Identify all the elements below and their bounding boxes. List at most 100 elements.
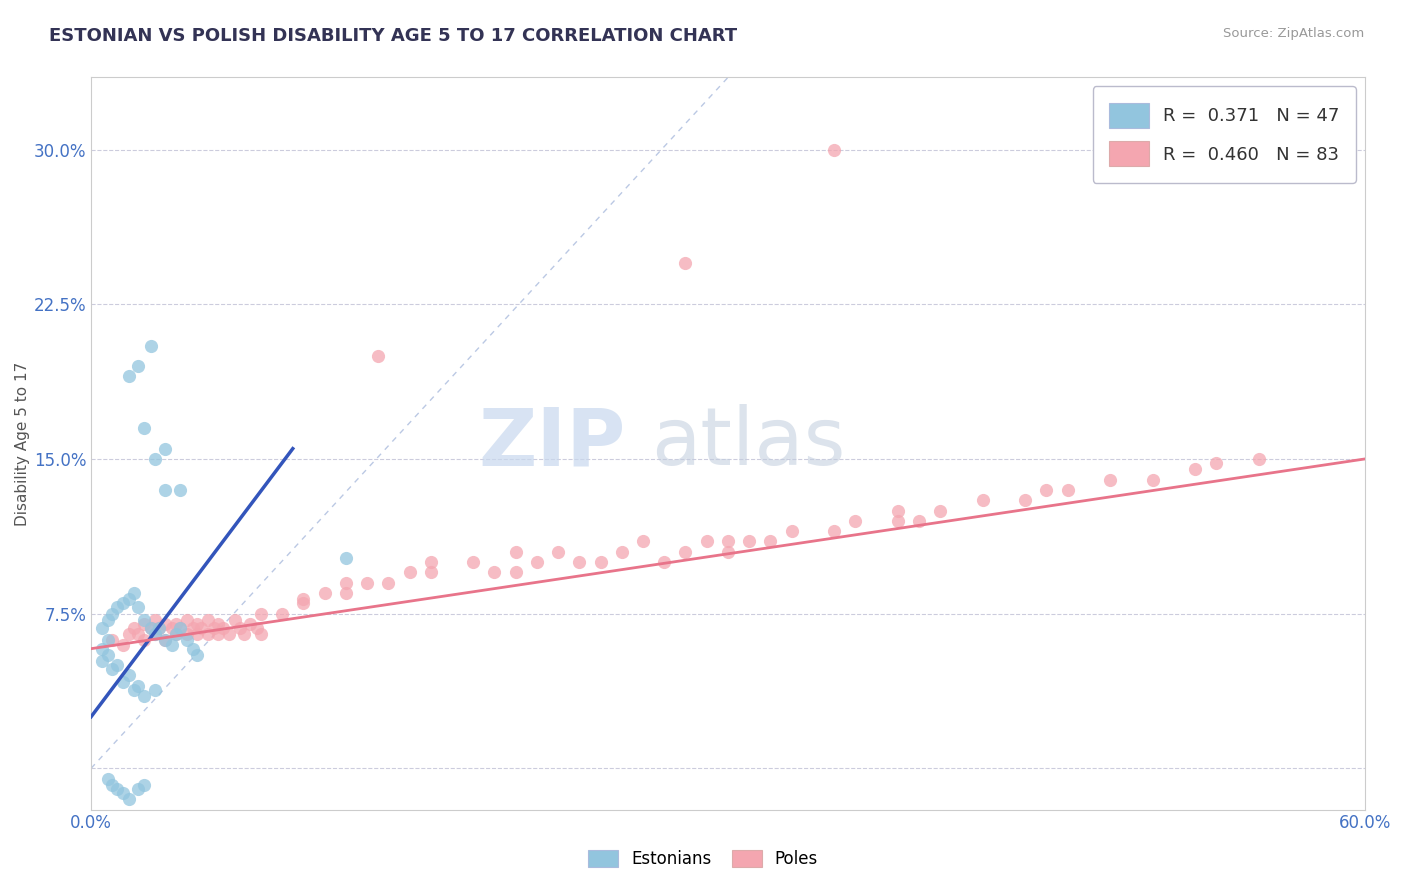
Legend: Estonians, Poles: Estonians, Poles [581, 843, 825, 875]
Point [134, 613, 156, 627]
Point [823, 524, 845, 538]
Point [155, 616, 177, 631]
Point [155, 442, 177, 456]
Point [233, 627, 256, 641]
Point [155, 633, 177, 648]
Point [207, 616, 229, 631]
Point [176, 633, 198, 648]
Point [250, 627, 273, 641]
Point [246, 621, 269, 635]
Point [134, 616, 156, 631]
Point [211, 621, 233, 635]
Point [127, 359, 149, 373]
Point [101, 662, 124, 676]
Point [738, 534, 761, 549]
Point [97, 648, 120, 662]
Point [1014, 493, 1036, 508]
Point [118, 792, 141, 806]
Point [143, 613, 166, 627]
Point [105, 658, 128, 673]
Point [148, 621, 170, 635]
Point [122, 621, 145, 635]
Point [122, 586, 145, 600]
Point [335, 586, 357, 600]
Point [105, 781, 128, 796]
Point [526, 555, 548, 569]
Point [143, 682, 166, 697]
Point [547, 545, 569, 559]
Point [148, 621, 170, 635]
Point [1247, 452, 1270, 467]
Legend: R =  0.371   N = 47, R =  0.460   N = 83: R = 0.371 N = 47, R = 0.460 N = 83 [1092, 87, 1355, 183]
Point [155, 633, 177, 648]
Point [160, 621, 183, 635]
Point [101, 607, 124, 621]
Text: atlas: atlas [651, 404, 846, 483]
Point [190, 621, 212, 635]
Point [111, 638, 134, 652]
Point [197, 627, 219, 641]
Point [610, 545, 633, 559]
Point [505, 566, 527, 580]
Point [250, 607, 273, 621]
Point [207, 627, 229, 641]
Point [652, 555, 675, 569]
Point [631, 534, 654, 549]
Point [484, 566, 506, 580]
Point [197, 613, 219, 627]
Point [90, 654, 112, 668]
Point [134, 633, 156, 648]
Point [759, 534, 782, 549]
Text: Source: ZipAtlas.com: Source: ZipAtlas.com [1223, 27, 1364, 40]
Point [165, 616, 187, 631]
Point [292, 596, 315, 610]
Point [181, 641, 204, 656]
Point [367, 349, 389, 363]
Point [165, 627, 187, 641]
Point [505, 545, 527, 559]
Point [143, 452, 166, 467]
Point [717, 534, 740, 549]
Point [1099, 473, 1122, 487]
Point [239, 616, 262, 631]
Point [155, 483, 177, 497]
Text: ZIP: ZIP [479, 404, 626, 483]
Point [780, 524, 803, 538]
Point [118, 369, 141, 384]
Point [176, 627, 198, 641]
Point [186, 648, 208, 662]
Point [929, 503, 952, 517]
Point [398, 566, 420, 580]
Point [271, 607, 294, 621]
Text: ESTONIAN VS POLISH DISABILITY AGE 5 TO 17 CORRELATION CHART: ESTONIAN VS POLISH DISABILITY AGE 5 TO 1… [49, 27, 737, 45]
Point [335, 575, 357, 590]
Point [111, 596, 134, 610]
Point [127, 600, 149, 615]
Point [675, 256, 697, 270]
Point [202, 621, 225, 635]
Point [377, 575, 399, 590]
Point [111, 674, 134, 689]
Point [1205, 456, 1227, 470]
Point [118, 592, 141, 607]
Point [887, 514, 910, 528]
Point [134, 689, 156, 703]
Point [127, 781, 149, 796]
Point [717, 545, 740, 559]
Point [176, 613, 198, 627]
Point [186, 616, 208, 631]
Point [134, 421, 156, 435]
Point [127, 679, 149, 693]
Point [218, 627, 240, 641]
Point [419, 566, 441, 580]
Point [589, 555, 612, 569]
Point [169, 621, 191, 635]
Point [568, 555, 591, 569]
Point [169, 621, 191, 635]
Point [224, 613, 246, 627]
Point [139, 338, 162, 352]
Point [101, 778, 124, 792]
Point [1184, 462, 1206, 476]
Point [1142, 473, 1164, 487]
Point [90, 641, 112, 656]
